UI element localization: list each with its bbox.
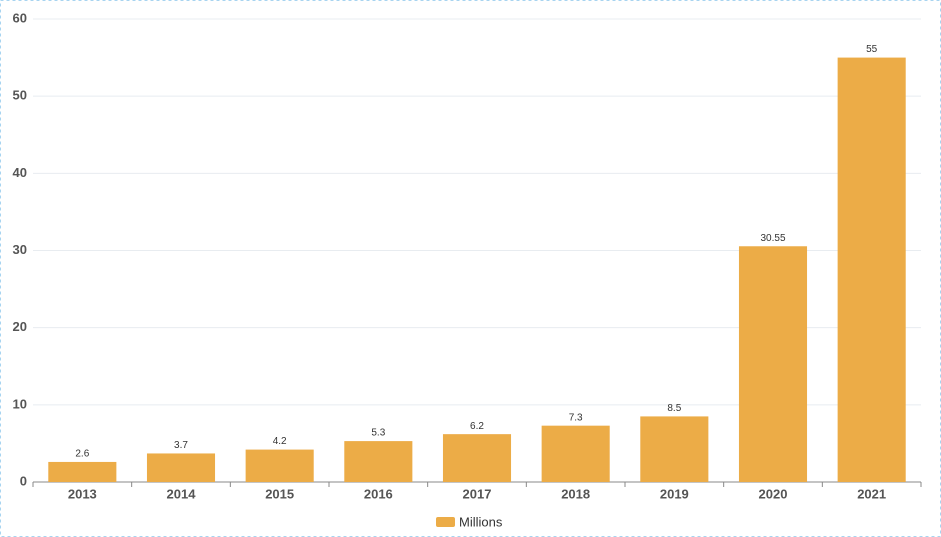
value-label: 8.5 bbox=[667, 403, 681, 414]
x-tick-label: 2020 bbox=[759, 486, 788, 501]
value-label: 2.6 bbox=[75, 449, 89, 460]
x-tick-label: 2017 bbox=[463, 486, 492, 501]
x-tick-label: 2014 bbox=[167, 486, 197, 501]
bar bbox=[442, 434, 512, 482]
x-tick-label: 2015 bbox=[265, 486, 294, 501]
legend-label: Millions bbox=[459, 514, 503, 529]
value-label: 4.2 bbox=[273, 436, 287, 447]
y-tick-label: 20 bbox=[13, 319, 27, 334]
bar bbox=[48, 461, 117, 482]
value-label: 6.2 bbox=[470, 421, 484, 432]
bar bbox=[245, 449, 314, 482]
x-tick-label: 2019 bbox=[660, 486, 689, 501]
x-tick-label: 2018 bbox=[561, 486, 590, 501]
bar bbox=[837, 57, 906, 482]
x-tick-label: 2021 bbox=[857, 486, 886, 501]
bar bbox=[640, 416, 709, 482]
y-tick-label: 40 bbox=[13, 165, 27, 180]
y-tick-label: 10 bbox=[13, 396, 27, 411]
bar bbox=[344, 441, 413, 482]
bar bbox=[738, 246, 808, 482]
y-tick-label: 30 bbox=[13, 242, 27, 257]
y-tick-label: 0 bbox=[20, 473, 27, 488]
value-label: 5.3 bbox=[371, 428, 385, 439]
y-tick-label: 60 bbox=[13, 10, 27, 25]
value-label: 7.3 bbox=[569, 412, 583, 423]
x-tick-label: 2016 bbox=[364, 486, 393, 501]
value-label: 55 bbox=[866, 44, 878, 55]
legend-swatch bbox=[436, 517, 455, 527]
y-tick-label: 50 bbox=[13, 88, 27, 103]
x-tick-label: 2013 bbox=[68, 486, 97, 501]
bar bbox=[146, 453, 216, 482]
value-label: 3.7 bbox=[174, 440, 188, 451]
value-label: 30.55 bbox=[760, 233, 785, 244]
bar bbox=[541, 425, 610, 482]
